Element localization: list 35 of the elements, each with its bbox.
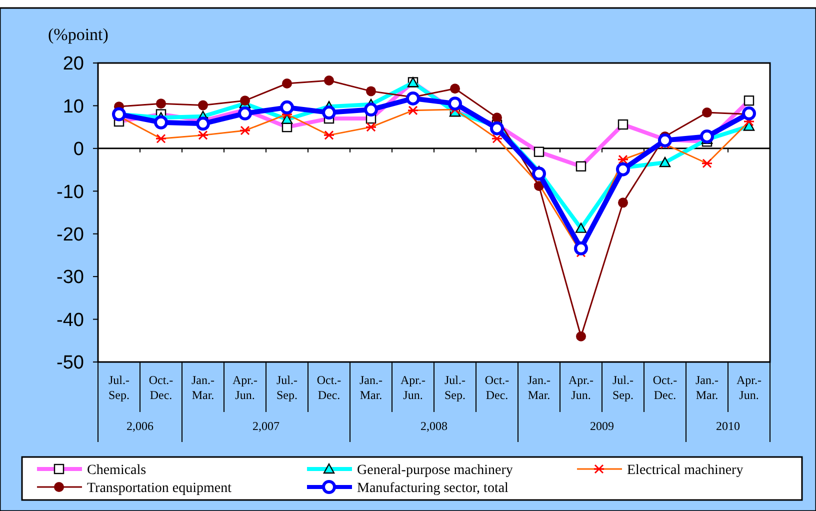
x-tick-label: Jul.-Sep. [444, 373, 466, 402]
x-tick-label: Jan.-Mar. [360, 373, 382, 402]
y-tick-label: 0 [73, 139, 84, 160]
x-tick-label: Jan.-Mar. [696, 373, 718, 402]
x-tick-label: Oct.-Dec. [148, 373, 174, 402]
y-tick-label: -30 [56, 267, 84, 288]
text: 2,006 [126, 419, 154, 433]
y-tick-label: -40 [56, 310, 84, 331]
x-tick-label: Oct.-Dec. [484, 373, 510, 402]
x-tick-label: Jan.-Mar. [528, 373, 550, 402]
legend-label: General-purpose machinery [357, 462, 513, 478]
legend-label: Electrical machinery [627, 462, 744, 478]
x-tick-label: Apr.-Jun. [736, 373, 762, 402]
text: 2009 [590, 419, 614, 433]
x-tick-label: Jul.-Sep. [108, 373, 130, 402]
legend-label: Manufacturing sector, total [357, 480, 509, 496]
text: 2,008 [420, 419, 448, 433]
x-tick-label: Apr.-Jun. [232, 373, 258, 402]
legend-label: Transportation equipment [87, 480, 232, 496]
x-tick-label: Jul.-Sep. [276, 373, 298, 402]
x-tick-label: Oct.-Dec. [316, 373, 342, 402]
x-tick-label: Jul.-Sep. [612, 373, 634, 402]
text: 2,007 [252, 419, 280, 433]
y-tick-label: -50 [56, 352, 84, 374]
x-tick-label: Jan.-Mar. [192, 373, 214, 402]
legend-label: Chemicals [87, 462, 146, 478]
y-tick-label: 20 [62, 54, 84, 75]
y-tick-label: 10 [62, 96, 84, 118]
y-tick-label: -10 [56, 182, 84, 203]
x-tick-label: Apr.-Jun. [568, 373, 594, 402]
x-tick-label: Apr.-Jun. [400, 373, 426, 402]
text: 2010 [716, 419, 740, 433]
x-tick-label: Oct.-Dec. [652, 373, 678, 402]
y-tick-label: -20 [56, 224, 84, 246]
y-axis-title: (%point) [48, 25, 108, 44]
